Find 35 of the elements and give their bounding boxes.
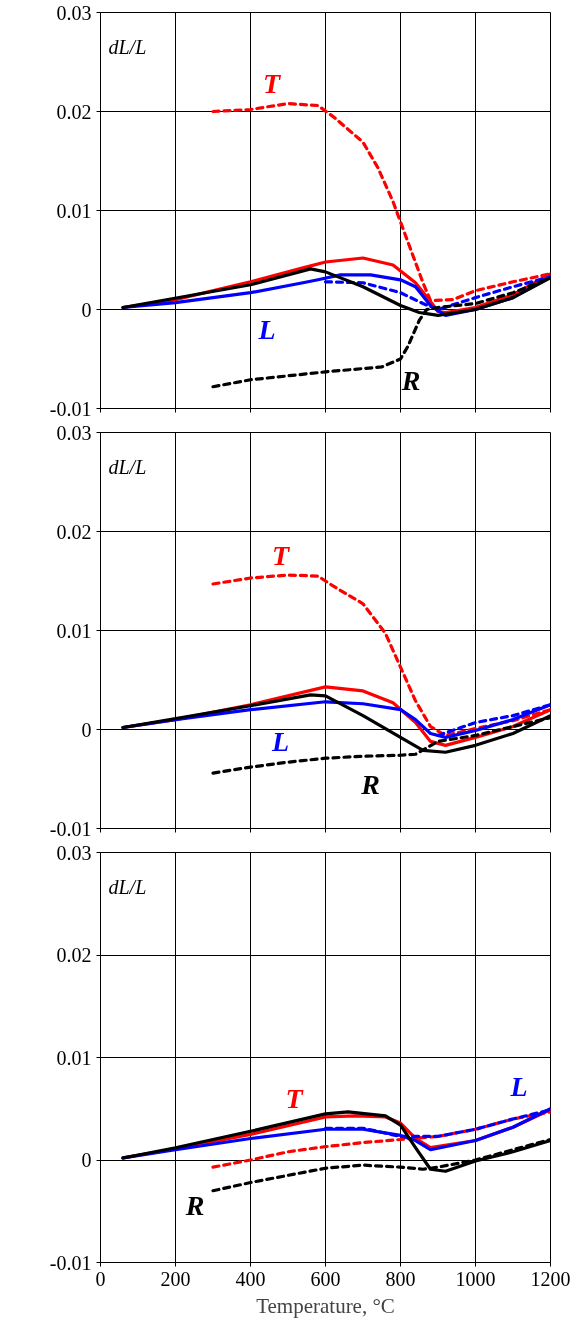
y-tick-label: 0	[81, 1149, 92, 1171]
y-tick-label: -0.01	[49, 817, 92, 840]
x-tick-label: 200	[160, 1267, 191, 1290]
annotation: T	[271, 539, 291, 571]
y-tick-label: 0.01	[56, 199, 92, 222]
y-tick-label: 0.03	[56, 1, 92, 24]
x-tick-label: 600	[310, 1267, 341, 1290]
y-tick-label: 0.02	[56, 944, 92, 966]
x-axis-title: Temperature, °C	[256, 1293, 395, 1318]
y-tick-label: 0	[81, 718, 92, 741]
annotation: R	[184, 1189, 205, 1221]
annotation: T	[285, 1083, 305, 1114]
y-axis-title: dL/L	[108, 455, 147, 478]
annotation: T	[262, 68, 282, 100]
x-tick-label: 1000	[455, 1267, 496, 1290]
y-axis-title: dL/L	[108, 875, 147, 898]
y-tick-label: 0.01	[56, 1046, 92, 1069]
y-tick-label: 0.03	[56, 421, 92, 444]
y-tick-label: 0.03	[56, 841, 92, 864]
y-tick-label: 0.01	[56, 619, 92, 642]
annotation: R	[400, 365, 421, 397]
annotation: L	[257, 313, 276, 345]
annotation: R	[360, 769, 380, 801]
x-tick-label: 400	[235, 1267, 266, 1290]
y-tick-label: 0.02	[56, 100, 92, 123]
x-tick-label: 1200	[530, 1267, 571, 1290]
y-tick-label: -0.01	[49, 397, 92, 420]
x-tick-label: 800	[385, 1267, 416, 1290]
x-tick-label: 0	[95, 1267, 106, 1290]
y-axis-title: dL/L	[108, 35, 147, 58]
annotation: L	[270, 725, 290, 757]
y-tick-label: 0.02	[56, 520, 92, 543]
y-tick-label: 0	[81, 298, 92, 321]
annotation: L	[509, 1070, 528, 1102]
y-tick-label: -0.01	[49, 1251, 92, 1274]
